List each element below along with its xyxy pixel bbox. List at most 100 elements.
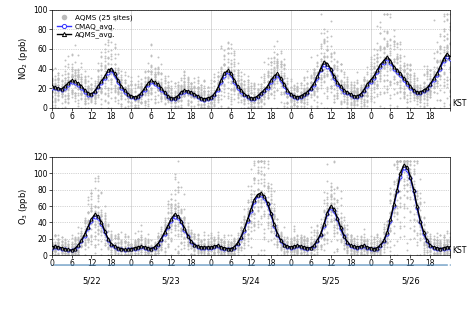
Point — [124, 95, 132, 100]
Point — [131, 81, 138, 86]
Point — [161, 74, 168, 79]
Point — [171, 206, 178, 211]
Point — [443, 56, 451, 61]
Point — [111, 52, 119, 57]
Point — [397, 170, 404, 175]
Point — [343, 232, 351, 237]
Point — [204, 243, 212, 248]
Point — [383, 226, 391, 231]
Point — [98, 246, 105, 251]
Point — [250, 93, 258, 98]
Point — [410, 170, 417, 175]
Point — [107, 243, 115, 248]
Point — [211, 242, 218, 247]
Point — [201, 248, 208, 253]
Point — [217, 74, 225, 79]
Point — [71, 234, 79, 240]
Point — [393, 164, 401, 169]
Point — [407, 72, 414, 78]
Point — [297, 93, 304, 99]
Point — [287, 85, 295, 90]
Point — [383, 31, 391, 36]
Point — [287, 104, 295, 109]
Point — [224, 232, 231, 237]
Point — [271, 212, 278, 217]
Point — [204, 253, 212, 258]
Point — [370, 82, 378, 87]
Point — [158, 70, 165, 76]
Point — [260, 180, 268, 185]
Point — [290, 247, 298, 252]
Point — [347, 248, 355, 253]
Point — [227, 242, 234, 247]
Point — [297, 98, 304, 103]
Point — [360, 253, 368, 258]
Point — [214, 82, 221, 87]
Point — [177, 229, 185, 234]
Point — [118, 83, 125, 88]
Point — [197, 244, 205, 249]
Point — [154, 92, 162, 97]
Point — [437, 66, 444, 71]
Point — [423, 88, 431, 93]
Point — [54, 243, 62, 249]
Point — [446, 88, 454, 93]
Point — [407, 159, 414, 164]
Point — [420, 231, 427, 236]
Point — [75, 237, 82, 242]
Point — [373, 234, 381, 240]
Point — [75, 74, 82, 79]
Point — [350, 82, 358, 87]
Point — [350, 90, 358, 95]
Point — [320, 70, 328, 75]
Point — [370, 56, 378, 61]
Point — [171, 227, 178, 232]
Point — [207, 248, 215, 253]
Point — [254, 87, 261, 92]
Point — [220, 242, 228, 247]
Point — [393, 68, 401, 73]
Point — [144, 88, 151, 93]
Point — [373, 54, 381, 59]
Point — [75, 71, 82, 77]
Point — [264, 95, 271, 100]
Point — [260, 253, 268, 258]
Point — [247, 211, 255, 217]
Point — [58, 247, 65, 252]
Point — [227, 74, 234, 79]
Point — [161, 234, 168, 239]
Point — [324, 236, 331, 241]
Point — [107, 86, 115, 92]
Point — [84, 236, 92, 241]
Point — [360, 77, 368, 82]
Point — [48, 241, 55, 247]
Point — [363, 252, 371, 257]
Point — [357, 235, 364, 240]
Point — [274, 60, 281, 65]
Point — [134, 105, 142, 110]
Point — [244, 98, 251, 103]
Point — [297, 86, 304, 91]
Point — [220, 233, 228, 238]
Point — [437, 33, 444, 39]
Point — [211, 234, 218, 240]
Point — [107, 76, 115, 81]
Point — [224, 253, 231, 258]
Point — [211, 237, 218, 242]
Point — [267, 62, 275, 67]
Point — [247, 198, 255, 204]
Point — [290, 86, 298, 91]
Point — [151, 249, 159, 254]
Point — [101, 81, 108, 86]
Point — [204, 96, 212, 101]
Point — [161, 228, 168, 233]
Point — [257, 171, 265, 176]
Point — [271, 223, 278, 228]
Point — [54, 236, 62, 241]
Point — [237, 225, 245, 230]
Point — [310, 76, 318, 81]
Point — [141, 248, 148, 253]
Point — [347, 234, 355, 239]
Point — [413, 102, 421, 107]
Point — [167, 214, 175, 219]
